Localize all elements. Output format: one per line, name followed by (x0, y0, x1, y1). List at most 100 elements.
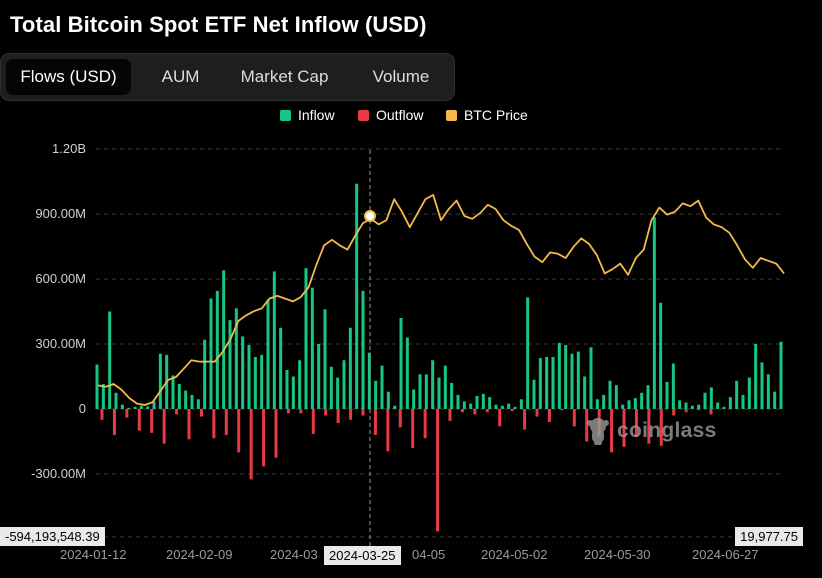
inflow-bar (488, 397, 492, 409)
outflow-bar (572, 409, 576, 427)
outflow-bar (212, 409, 216, 439)
inflow-bar (513, 406, 517, 409)
inflow-bar (545, 357, 549, 409)
inflow-bar (741, 394, 745, 409)
tab-market-cap[interactable]: Market Cap (240, 67, 329, 86)
outflow-bar (485, 409, 489, 413)
inflow-bar (462, 401, 466, 409)
inflow-bar (722, 406, 726, 409)
y-tick-label: 0 (79, 401, 86, 416)
x-tick-label: 2024-02-09 (166, 547, 233, 562)
outflow-bar (125, 409, 129, 418)
outflow-bar (423, 409, 427, 439)
inflow-bar (678, 400, 682, 409)
coinglass-logo-icon (587, 418, 609, 445)
outflow-bar (411, 409, 415, 448)
outflow-bar (672, 409, 676, 416)
outflow-bar (361, 409, 365, 416)
inflow-bar (412, 389, 416, 409)
inflow-bar (177, 384, 181, 409)
inflow-bar (285, 370, 289, 409)
inflow-bar (450, 383, 454, 409)
legend-btc-price-swatch (446, 109, 457, 121)
legend-inflow-label: Inflow (298, 107, 335, 123)
inflow-bar (519, 399, 523, 409)
outflow-bar (150, 409, 154, 433)
outflow-bar (249, 409, 253, 480)
outflow-bar (299, 409, 303, 414)
inflow-bar (380, 365, 384, 409)
inflow-bar (120, 404, 124, 409)
outflow-bar (523, 409, 527, 430)
tab-volume[interactable]: Volume (372, 67, 430, 86)
inflow-bar (418, 374, 422, 409)
inflow-bar (703, 392, 707, 409)
inflow-bar (754, 344, 758, 409)
inflow-bar (336, 377, 340, 409)
inflow-bar (608, 380, 612, 409)
inflow-bar (431, 360, 435, 409)
outflow-bar (510, 409, 514, 412)
inflow-bar (766, 374, 770, 409)
inflow-bar (507, 403, 511, 409)
inflow-bar (652, 217, 656, 409)
outflow-bar (398, 409, 402, 428)
inflow-bar (393, 405, 397, 409)
inflow-bar (95, 364, 99, 409)
y-tick-label: 1.20B (52, 141, 86, 156)
inflow-bar (583, 376, 587, 409)
outflow-bar (137, 409, 141, 431)
inflow-bar (101, 384, 105, 409)
outflow-bar (224, 409, 228, 435)
outflow-bar (311, 409, 315, 434)
inflow-bar (374, 380, 378, 409)
inflow-bar (190, 394, 194, 409)
outflow-bar (535, 409, 539, 417)
outflow-bar (349, 409, 353, 420)
inflow-bar (437, 377, 441, 409)
inflow-bar (557, 342, 561, 409)
inflow-bar (779, 341, 783, 409)
inflow-bar (323, 309, 327, 409)
legend-outflow-label: Outflow (376, 107, 424, 123)
inflow-bar (260, 354, 264, 409)
inflow-bar (424, 374, 428, 409)
inflow-bar (291, 376, 295, 409)
inflow-bar (684, 402, 688, 409)
inflow-bar (709, 387, 713, 409)
outflow-bar (386, 409, 390, 452)
watermark: coinglass (585, 416, 717, 446)
inflow-bar (272, 271, 276, 409)
inflow-bar (405, 337, 409, 409)
inflow-bar (222, 270, 226, 409)
inflow-bar (747, 377, 751, 409)
legend-btc-price[interactable]: BTC Price (446, 107, 528, 123)
legend-inflow[interactable]: Inflow (280, 107, 335, 123)
legend-outflow[interactable]: Outflow (358, 107, 423, 123)
inflow-bar (633, 398, 637, 409)
inflow-bar (209, 298, 213, 409)
inflow-bar (108, 311, 112, 409)
inflow-bar (114, 392, 118, 409)
tab-flows[interactable]: Flows (USD) (6, 59, 131, 95)
outflow-bar (460, 409, 464, 413)
outflow-bar (709, 409, 713, 415)
inflow-bar (234, 308, 238, 409)
y-tick-label: 900.00M (35, 206, 86, 221)
inflow-bar (659, 302, 663, 409)
inflow-bar (342, 360, 346, 409)
outflow-bar (262, 409, 266, 467)
inflow-bar (133, 406, 137, 409)
inflow-bar (728, 397, 732, 409)
inflow-bar (304, 268, 308, 409)
inflow-bar (253, 357, 257, 409)
inflow-bar (361, 290, 365, 409)
legend-outflow-swatch (358, 109, 369, 121)
outflow-bar (373, 409, 377, 435)
crosshair-y-left-label: -594,193,548.39 (0, 527, 105, 546)
crosshair-y-right-label: 19,977.75 (735, 527, 803, 546)
inflow-bar (266, 299, 270, 409)
tab-aum[interactable]: AUM (161, 67, 200, 86)
inflow-bar (241, 336, 245, 409)
